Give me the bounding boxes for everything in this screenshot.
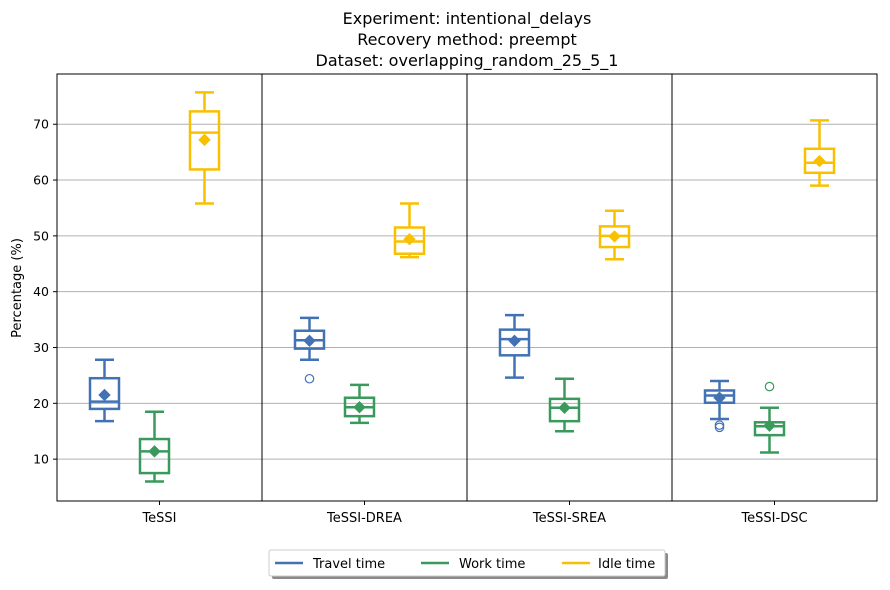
box-travel-time xyxy=(498,313,531,379)
mean-marker xyxy=(608,230,621,243)
y-tick-label: 40 xyxy=(33,284,49,299)
legend-frame xyxy=(268,549,666,577)
x-tick-label: TeSSI-DSC xyxy=(740,511,807,526)
box-travel-time xyxy=(88,358,121,423)
box-work-time xyxy=(548,377,581,433)
y-tick-label: 70 xyxy=(33,117,49,132)
legend-label-work-time: Work time xyxy=(459,557,525,572)
y-tick-label: 20 xyxy=(33,396,49,411)
y-tick-label: 50 xyxy=(33,228,49,243)
iqr-box xyxy=(138,437,171,475)
box-idle-time xyxy=(803,119,836,187)
box-travel-time xyxy=(293,316,326,384)
mean-marker xyxy=(303,334,316,348)
outlier-point xyxy=(304,373,315,384)
box-idle-time xyxy=(598,209,631,261)
legend-label-travel-time: Travel time xyxy=(312,557,385,572)
box-work-time xyxy=(138,410,171,483)
mean-marker xyxy=(508,334,521,348)
mean-marker xyxy=(813,154,826,168)
iqr-box xyxy=(803,147,836,175)
y-axis-label: Percentage (%) xyxy=(10,238,25,338)
box-work-time xyxy=(753,381,786,454)
iqr-box xyxy=(548,397,581,423)
box-work-time xyxy=(343,383,376,425)
mean-marker xyxy=(98,388,111,402)
mean-marker xyxy=(763,419,776,432)
x-tick-label: TeSSI xyxy=(141,511,176,526)
x-tick-label: TeSSI-SREA xyxy=(532,511,606,526)
y-tick-label: 10 xyxy=(33,452,49,467)
box-travel-time xyxy=(703,379,736,433)
axes-layer: 10 20 30 40 50 60 70 TeSSI TeSSI-DREA TeSSI-SREA T… xyxy=(33,73,878,526)
legend: Travel time Work time Idle time xyxy=(268,549,668,579)
chart-title-line-2: Recovery method: preempt xyxy=(357,30,577,49)
iqr-box xyxy=(188,110,221,171)
mean-marker xyxy=(713,391,726,404)
x-tick-label: TeSSI-DREA xyxy=(326,511,402,526)
mean-marker xyxy=(198,133,211,147)
iqr-box xyxy=(88,376,121,411)
legend-label-idle-time: Idle time xyxy=(598,557,655,572)
text-layer: Experiment: intentional_delays Recovery … xyxy=(10,9,618,338)
chart-title-line-3: Dataset: overlapping_random_25_5_1 xyxy=(316,51,619,71)
marks-layer xyxy=(88,91,836,483)
outlier-point xyxy=(714,422,725,433)
mean-marker xyxy=(148,445,161,458)
mean-marker xyxy=(353,401,366,414)
chart-title-line-1: Experiment: intentional_delays xyxy=(343,9,592,29)
mean-marker xyxy=(558,401,571,414)
outlier-point xyxy=(764,381,775,392)
y-tick-label: 60 xyxy=(33,173,49,188)
y-tick-label: 30 xyxy=(33,340,49,355)
iqr-box xyxy=(498,328,531,357)
box-idle-time xyxy=(393,202,426,259)
box-idle-time xyxy=(188,91,221,205)
mean-marker xyxy=(403,233,416,246)
